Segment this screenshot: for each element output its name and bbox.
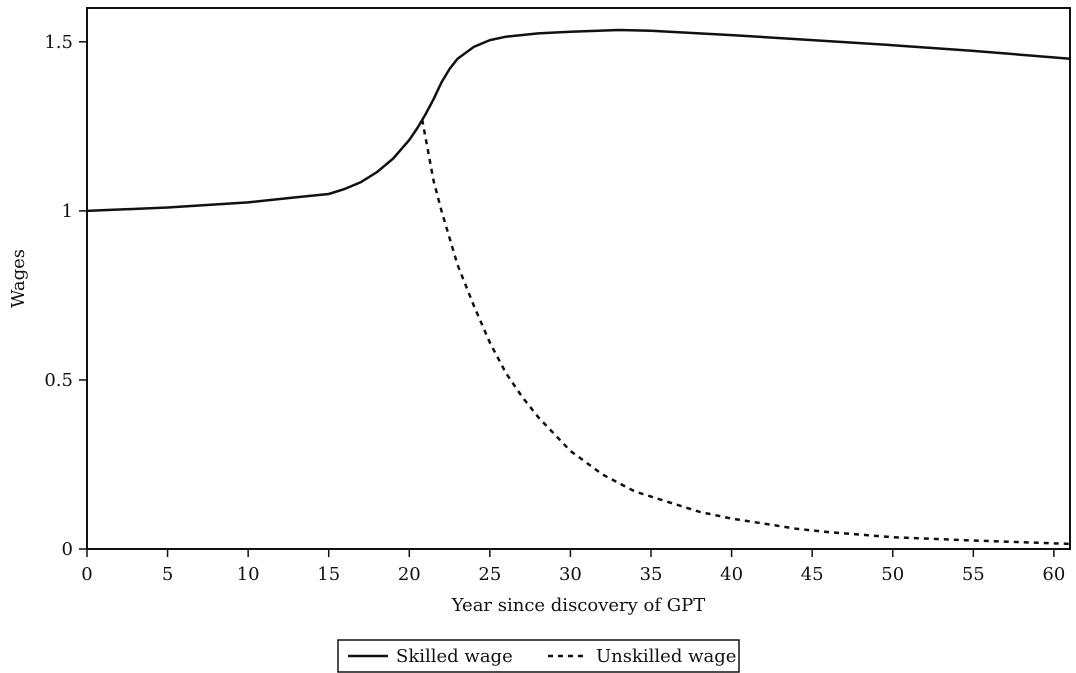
x-tick-label: 60 [1042,564,1065,585]
y-tick-label: 0.5 [44,370,73,391]
x-tick-label: 35 [640,564,663,585]
x-tick-label: 50 [881,564,904,585]
x-tick-label: 45 [801,564,824,585]
x-tick-label: 55 [962,564,985,585]
legend-box [337,639,740,673]
x-tick-label: 10 [237,564,260,585]
x-tick-label: 20 [398,564,421,585]
x-tick-label: 15 [317,564,340,585]
x-tick-label: 5 [162,564,173,585]
x-tick-label: 25 [478,564,501,585]
plot-frame [86,7,1071,550]
x-tick-label: 30 [559,564,582,585]
legend: Skilled wage Unskilled wage [337,639,740,673]
x-axis-title: Year since discovery of GPT [451,595,706,616]
x-axis: 0 5 10 15 20 25 30 35 40 45 50 55 60 [81,549,1065,585]
series-line-unskilled [420,119,1071,546]
y-axis-title: Wages [8,249,29,308]
legend-label-unskilled: Unskilled wage [596,646,736,667]
y-tick-label: 1.5 [44,32,73,53]
series-line-skilled [86,28,1071,213]
x-tick-label: 40 [720,564,743,585]
y-tick-label: 0 [62,539,73,560]
y-tick-label: 1 [62,201,73,222]
series-layer [86,28,1071,546]
x-tick-label: 0 [81,564,92,585]
legend-label-skilled: Skilled wage [396,646,513,667]
y-axis: 0 0.5 1 1.5 [44,32,87,560]
